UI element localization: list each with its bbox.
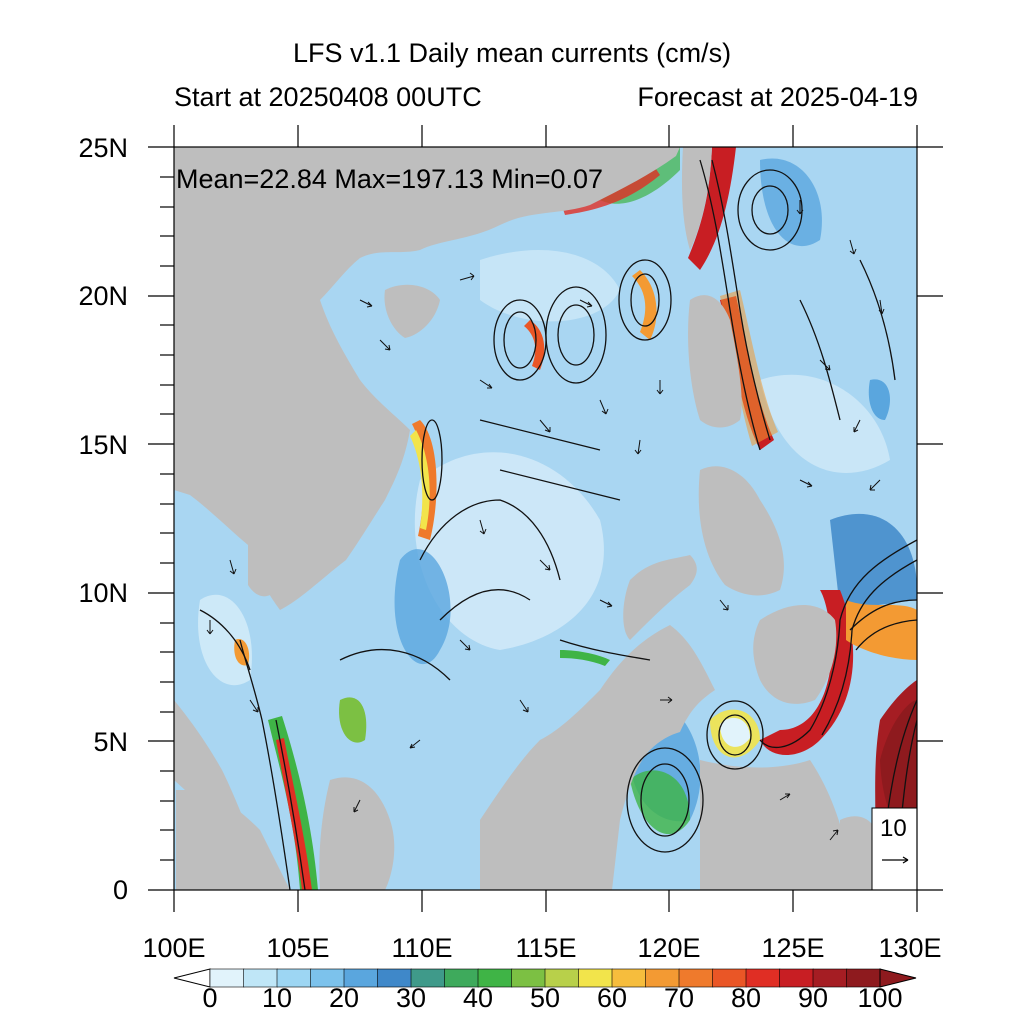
colorbar-label: 70 — [664, 983, 694, 1013]
colorbar-label: 30 — [396, 983, 426, 1013]
colorbar-label: 10 — [262, 983, 292, 1013]
land-mask — [174, 147, 880, 890]
colorbar-label: 0 — [202, 983, 217, 1013]
land-mainland-asia — [174, 147, 680, 610]
start-time-label: Start at 20250408 00UTC — [174, 82, 482, 112]
land-sulawesi — [700, 760, 850, 890]
reference-vector-box — [871, 807, 918, 891]
lat-tick-label: 0 — [113, 875, 128, 905]
lon-tick-label: 110E — [391, 933, 452, 963]
land-malay-peninsula — [176, 790, 290, 890]
colorbar-labels: 0 10 20 30 40 50 60 70 80 90 100 — [202, 983, 902, 1013]
reference-vector-label: 10 — [880, 815, 907, 842]
colorbar-over-triangle — [879, 968, 917, 988]
lon-tick-label: 100E — [142, 933, 205, 963]
colorbar-label: 20 — [329, 983, 359, 1013]
land-hainan — [384, 284, 440, 338]
colorbar-label: 100 — [857, 983, 902, 1013]
lat-tick-label: 5N — [93, 727, 128, 757]
colorbar-label: 90 — [798, 983, 828, 1013]
axis-ticks — [148, 125, 943, 912]
lon-tick-label: 120E — [637, 933, 700, 963]
lon-tick-label: 130E — [878, 933, 941, 963]
land-east-island — [840, 816, 880, 890]
streamlines — [199, 159, 917, 890]
land-mindanao — [753, 605, 837, 704]
land-luzon — [688, 295, 742, 428]
lon-tick-label: 105E — [266, 933, 329, 963]
lat-tick-label: 25N — [78, 133, 128, 163]
colorbar-label: 40 — [463, 983, 493, 1013]
stats-label: Mean=22.84 Max=197.13 Min=0.07 — [176, 164, 603, 194]
land-taiwan — [681, 147, 712, 250]
land-visayas — [698, 466, 784, 596]
land-sumatra-java — [319, 777, 395, 890]
land-palawan — [623, 555, 697, 640]
lat-tick-label: 20N — [78, 281, 128, 311]
colorbar-label: 80 — [731, 983, 761, 1013]
lon-tick-label: 125E — [761, 933, 824, 963]
reference-vector-arrow — [882, 856, 909, 864]
colorbar — [173, 968, 917, 988]
map-title: LFS v1.1 Daily mean currents (cm/s) — [292, 38, 732, 68]
lat-tick-label: 15N — [78, 430, 128, 460]
velocity-arrows — [206, 200, 885, 841]
lon-tick-label: 115E — [515, 933, 576, 963]
land-gulf-coast — [248, 545, 276, 597]
colorbar-label: 50 — [530, 983, 560, 1013]
forecast-time-label: Forecast at 2025-04-19 — [637, 82, 918, 112]
colorbar-label: 60 — [597, 983, 627, 1013]
lat-tick-label: 10N — [78, 578, 128, 608]
land-borneo — [480, 625, 715, 890]
